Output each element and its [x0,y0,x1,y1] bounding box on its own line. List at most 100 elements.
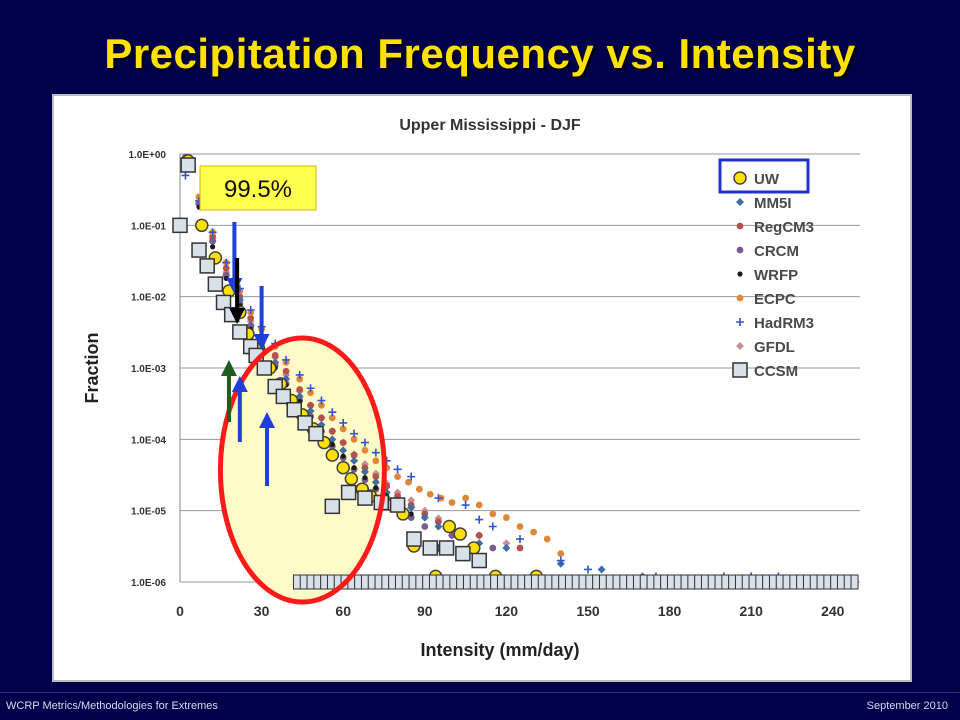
data-point [357,490,373,506]
data-point [809,574,818,590]
footer-left-text: WCRP Metrics/Methodologies for Extremes [6,700,218,712]
data-point [850,574,859,590]
data-point [361,446,369,454]
data-point [694,574,703,590]
data-point [340,453,346,459]
data-point [517,574,526,590]
data-point [435,574,444,590]
data-point [393,465,402,474]
data-point [292,574,301,590]
data-point [680,574,689,590]
data-point [802,574,811,590]
data-point [210,244,216,250]
data-point [830,574,839,590]
legend-label-crcm: CRCM [754,243,799,260]
data-point [407,496,416,505]
data-point [687,574,696,590]
data-point [736,222,744,230]
data-point [367,574,376,590]
data-point [339,418,348,427]
data-point [736,246,744,254]
data-point [371,448,380,457]
data-point [435,518,442,526]
data-point [455,545,471,562]
data-point [796,574,805,590]
data-point [714,574,723,590]
data-point [551,574,560,590]
annotation-arrow [259,412,276,486]
data-point [782,574,791,590]
x-tick-label: 0 [176,603,184,619]
y-tick-label: 1.0E-01 [131,221,166,232]
data-point [415,574,424,590]
data-point [453,527,467,541]
annotation-arrow [229,258,246,324]
data-point [325,448,340,462]
data-point [488,522,497,531]
data-point [209,237,217,245]
data-point [422,574,431,590]
x-tick-label: 90 [417,603,433,619]
data-point [734,574,743,590]
slide-title: Precipitation Frequency vs. Intensity [104,30,856,77]
data-point [502,543,511,552]
data-point [789,574,798,590]
data-point [308,425,324,442]
data-point [275,388,292,405]
data-point [673,574,682,590]
data-point [557,550,565,558]
data-point [295,370,304,379]
data-point [544,574,553,590]
footer-divider [0,692,960,693]
data-point [537,574,546,590]
x-tick-label: 180 [658,603,682,619]
data-point [426,490,434,498]
annotation-arrow [220,360,237,422]
data-point [496,574,505,590]
data-point [256,360,273,376]
data-point [350,429,359,438]
data-point [475,532,483,539]
y-tick-label: 1.0E-03 [131,364,166,375]
data-point [475,515,484,524]
data-point [428,574,437,590]
chart-panel: Upper Mississippi - DJF 1.0E-06 1.0E-05 1.0… [52,94,912,682]
legend-label-gfdl: GFDL [754,339,795,356]
data-point [619,574,628,590]
chart-svg: Upper Mississippi - DJF 1.0E-06 1.0E-05 1.0… [82,117,860,660]
data-point [449,574,458,590]
data-point [394,473,401,481]
data-point [181,171,190,180]
data-point [434,522,443,531]
series-ccsm-floor [292,574,859,590]
data-point [388,574,397,590]
callout-box [199,165,317,211]
data-point [306,574,315,590]
data-point [324,498,341,515]
data-point [516,523,524,530]
data-point [328,427,336,435]
data-point [307,401,314,409]
y-tick-label: 1.0E-05 [131,507,166,518]
data-point [737,271,743,277]
data-point [344,472,359,486]
data-point [247,314,255,322]
data-point [320,574,329,590]
data-point [736,318,744,326]
data-point [775,574,784,590]
data-point [592,574,601,590]
data-point [516,544,524,552]
data-point [191,242,207,258]
data-point [762,574,771,590]
data-point [816,574,825,590]
data-point [516,535,524,544]
legend-label-ecpc: ECPC [754,291,796,308]
data-point [389,497,406,513]
data-point [707,574,716,590]
data-point [646,574,655,590]
data-point [578,574,587,590]
legend-label-mm5i: MM5I [754,195,792,212]
data-point [483,574,492,590]
data-point [597,565,606,574]
data-point [421,523,429,530]
